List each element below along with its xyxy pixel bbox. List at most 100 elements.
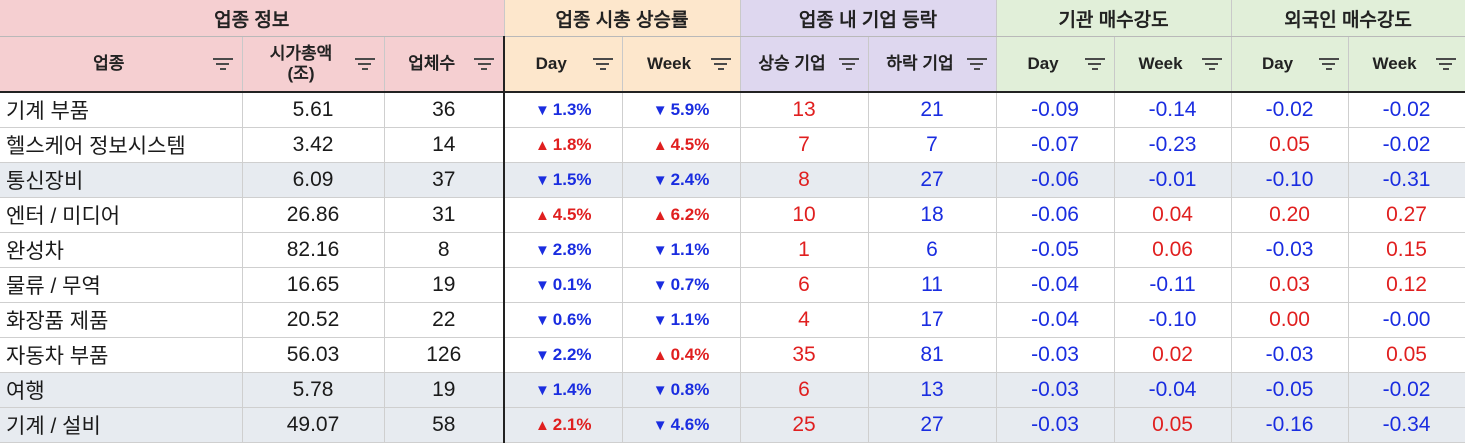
col-cap-week[interactable]: Week [622,36,741,93]
cell-inst-week: 0.05 [1114,407,1232,443]
filter-icon[interactable] [354,58,375,72]
pct-value: 1.1% [670,240,710,259]
cell-fall: 13 [868,372,997,408]
table-row: 통신장비 6.09 37 ▼ 1.5% ▼ 2.4% 8 27 -0.06 -0.01 -0.10 -0… [0,162,1465,198]
pct-value: 1.8% [552,135,592,154]
cell-fall: 6 [868,232,997,268]
cell-frg-day: 0.20 [1231,197,1349,233]
cell-fall: 21 [868,92,997,128]
cell-inst-day: -0.09 [996,92,1115,128]
cell-inst-week: 0.04 [1114,197,1232,233]
triangle-up-icon: ▲ [652,347,668,364]
cell-frg-day: 0.05 [1231,127,1349,163]
triangle-down-icon: ▼ [534,382,550,399]
cell-frg-day: -0.02 [1231,92,1349,128]
pct-value: 5.9% [670,100,710,119]
table-row: 여행 5.78 19 ▼ 1.4% ▼ 0.8% 6 13 -0.03 -0.04 -0.05 -0.0… [0,372,1465,408]
triangle-down-icon: ▼ [652,382,668,399]
table-row: 화장품 제품 20.52 22 ▼ 0.6% ▼ 1.1% 4 17 -0.04 -0.10 0.00… [0,302,1465,338]
cell-count: 126 [384,337,505,373]
cell-inst-day: -0.05 [996,232,1115,268]
filter-icon[interactable] [212,58,233,72]
col-company-count[interactable]: 업체수 [384,36,505,93]
column-header-row: 업종 시가총액 (조) 업체수 Day Week 상승 기업 하락 기업 Day … [0,36,1465,93]
cell-frg-day: -0.16 [1231,407,1349,443]
pct-value: 0.1% [552,275,592,294]
cell-frg-week: -0.02 [1348,372,1465,408]
cell-cap-week: ▼ 0.7% [622,267,741,303]
pct-value: 0.6% [552,310,592,329]
filter-icon[interactable] [710,58,731,72]
cell-sector: 화장품 제품 [0,302,243,338]
cell-inst-day: -0.07 [996,127,1115,163]
cell-rise: 8 [740,162,869,198]
filter-icon[interactable] [1201,58,1222,72]
group-header-row: 업종 정보 업종 시총 상승률 업종 내 기업 등락 기관 매수강도 외국인 매… [0,0,1465,37]
pct-value: 1.3% [552,100,592,119]
cell-sector: 여행 [0,372,243,408]
cell-inst-day: -0.06 [996,162,1115,198]
pct-value: 1.5% [552,170,592,189]
cell-inst-day: -0.03 [996,337,1115,373]
cell-inst-day: -0.03 [996,407,1115,443]
triangle-down-icon: ▼ [652,242,668,259]
filter-icon[interactable] [1084,58,1105,72]
col-foreign-day[interactable]: Day [1231,36,1349,93]
cell-inst-day: -0.06 [996,197,1115,233]
cell-mcap: 5.78 [242,372,385,408]
cell-frg-day: -0.05 [1231,372,1349,408]
cell-mcap: 3.42 [242,127,385,163]
cell-frg-week: -0.34 [1348,407,1465,443]
cell-cap-day: ▲ 2.1% [504,407,623,443]
col-inst-day[interactable]: Day [996,36,1115,93]
cell-inst-day: -0.04 [996,302,1115,338]
cell-rise: 25 [740,407,869,443]
cell-fall: 81 [868,337,997,373]
pct-value: 2.2% [552,345,592,364]
col-rising[interactable]: 상승 기업 [740,36,869,93]
cell-count: 58 [384,407,505,443]
table-row: 헬스케어 정보시스템 3.42 14 ▲ 1.8% ▲ 4.5% 7 7 -0.07 -0.23 0.… [0,127,1465,163]
cell-rise: 6 [740,267,869,303]
cell-fall: 18 [868,197,997,233]
triangle-up-icon: ▲ [534,207,550,224]
cell-frg-week: -0.02 [1348,127,1465,163]
cell-fall: 27 [868,162,997,198]
triangle-down-icon: ▼ [534,102,550,119]
col-market-cap[interactable]: 시가총액 (조) [242,36,385,93]
col-foreign-week[interactable]: Week [1348,36,1465,93]
cell-rise: 4 [740,302,869,338]
cell-count: 36 [384,92,505,128]
table-row: 엔터 / 미디어 26.86 31 ▲ 4.5% ▲ 6.2% 10 18 -0.06 0.04 0.… [0,197,1465,233]
cell-rise: 1 [740,232,869,268]
group-institution: 기관 매수강도 [996,0,1232,37]
cell-rise: 10 [740,197,869,233]
cell-mcap: 56.03 [242,337,385,373]
filter-icon[interactable] [838,58,859,72]
col-inst-week[interactable]: Week [1114,36,1232,93]
cell-cap-week: ▲ 0.4% [622,337,741,373]
triangle-up-icon: ▲ [652,207,668,224]
cell-cap-day: ▼ 1.3% [504,92,623,128]
col-market-cap-unit: (조) [287,64,315,83]
cell-frg-week: -0.31 [1348,162,1465,198]
col-falling[interactable]: 하락 기업 [868,36,997,93]
group-stock-movers: 업종 내 기업 등락 [740,0,997,37]
cell-cap-day: ▼ 2.8% [504,232,623,268]
pct-value: 1.4% [552,380,592,399]
triangle-up-icon: ▲ [534,137,550,154]
filter-icon[interactable] [966,58,987,72]
col-sector[interactable]: 업종 [0,36,243,93]
filter-icon[interactable] [1435,58,1456,72]
triangle-down-icon: ▼ [534,172,550,189]
filter-icon[interactable] [474,58,494,72]
cell-rise: 13 [740,92,869,128]
cell-cap-day: ▼ 1.4% [504,372,623,408]
filter-icon[interactable] [592,58,613,72]
cell-mcap: 26.86 [242,197,385,233]
col-cap-day[interactable]: Day [504,36,623,93]
col-market-cap-label: 시가총액 [269,44,333,63]
pct-value: 4.5% [670,135,710,154]
filter-icon[interactable] [1318,58,1339,72]
